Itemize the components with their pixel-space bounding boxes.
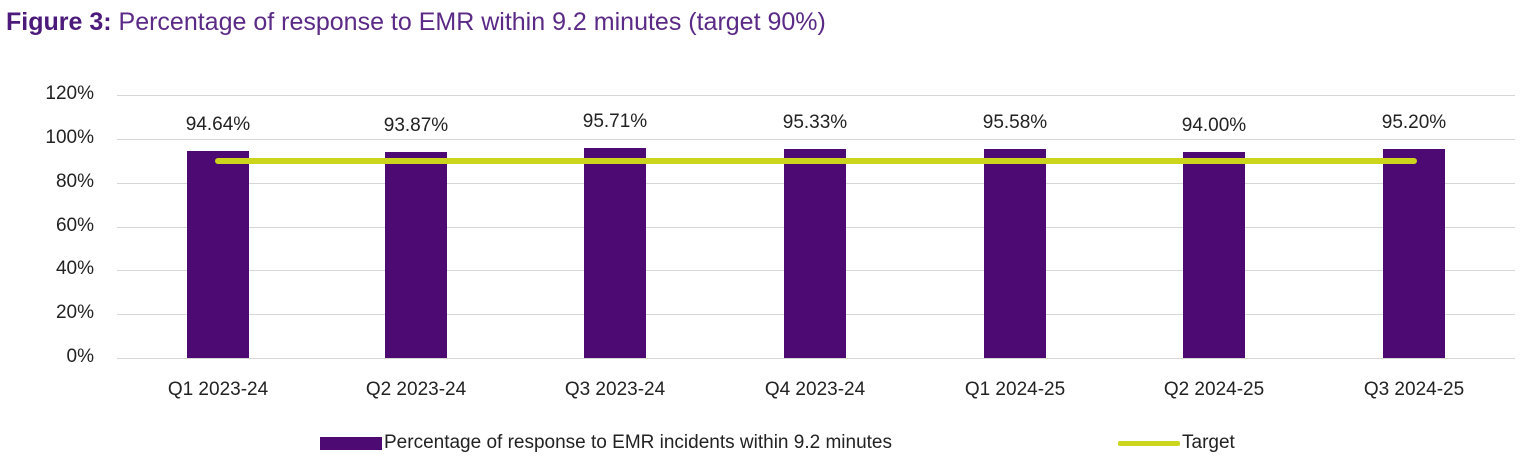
- bar: [1183, 151, 1245, 358]
- y-tick-label: 20%: [55, 302, 94, 324]
- x-tick-label: Q3 2024-25: [1363, 379, 1465, 400]
- data-label: 95.58%: [982, 111, 1048, 133]
- bar: [584, 148, 646, 358]
- bar: [385, 152, 447, 358]
- x-tick-label: Q4 2023-24: [764, 379, 866, 400]
- title-text: Percentage of response to EMR within 9.2…: [111, 8, 826, 36]
- x-tick-label: Q1 2024-25: [964, 379, 1066, 400]
- x-tick-label: Q3 2023-24: [564, 379, 666, 400]
- data-label: 93.87%: [383, 115, 449, 137]
- legend-bar-label: Percentage of response to EMR incidents …: [384, 432, 892, 453]
- legend-item-bar: Percentage of response to EMR incidents …: [320, 432, 892, 454]
- bar: [984, 148, 1046, 358]
- legend-item-target: Target: [1118, 432, 1235, 454]
- y-tick-label: 80%: [55, 170, 94, 192]
- data-label: 94.64%: [185, 113, 251, 135]
- data-label: 94.00%: [1181, 114, 1247, 136]
- legend-bar-swatch: [320, 436, 382, 450]
- gridline: [117, 358, 1515, 359]
- y-tick-label: 60%: [55, 214, 94, 236]
- legend-target-label: Target: [1182, 432, 1235, 453]
- y-tick-label: 0%: [66, 346, 94, 367]
- x-tick-label: Q2 2024-25: [1163, 379, 1265, 400]
- target-line: [215, 157, 1417, 164]
- x-tick-label: Q1 2023-24: [167, 379, 269, 400]
- gridline: [117, 138, 1515, 140]
- legend-target-swatch: [1118, 440, 1180, 446]
- figure-number: Figure 3:: [6, 8, 112, 36]
- data-label: 95.71%: [582, 111, 648, 133]
- y-tick-label: 40%: [55, 258, 94, 280]
- x-tick-label: Q2 2023-24: [365, 379, 467, 400]
- y-tick-label: 100%: [45, 126, 94, 148]
- bar: [1383, 149, 1445, 358]
- y-tick-label: 120%: [45, 83, 94, 104]
- data-label: 95.33%: [782, 112, 848, 134]
- bar: [187, 150, 249, 358]
- gridline: [117, 95, 1515, 96]
- bar: [784, 149, 846, 358]
- chart-title: Figure 3: Percentage of response to EMR …: [6, 8, 826, 37]
- data-label: 95.20%: [1381, 112, 1447, 134]
